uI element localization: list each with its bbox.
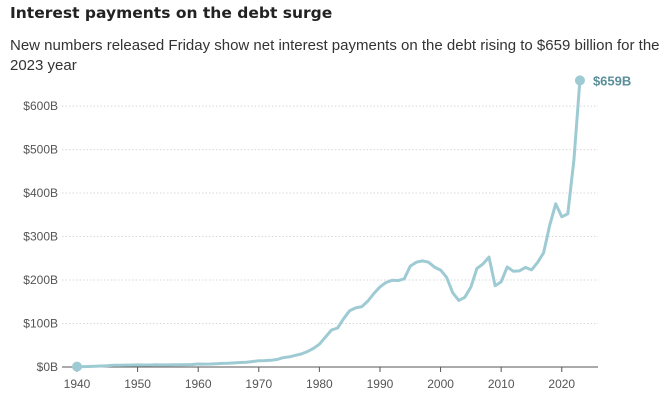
y-tick-label: $400B <box>23 186 58 200</box>
y-tick-label: $100B <box>23 317 58 331</box>
y-tick-label: $500B <box>23 143 58 157</box>
y-tick-label: $300B <box>23 230 58 244</box>
x-tick-label: 2020 <box>548 377 575 391</box>
x-tick-label: 1970 <box>245 377 272 391</box>
series-line <box>75 78 582 369</box>
x-tick-label: 1960 <box>185 377 212 391</box>
series-layer <box>72 75 585 372</box>
chart-subtitle: New numbers released Friday show net int… <box>10 37 660 74</box>
x-tick-label: 1980 <box>306 377 333 391</box>
y-axis-tick-labels: $0B $100B $200B $300B $400B $500B $600B <box>23 99 58 374</box>
x-tick-label: 2010 <box>488 377 515 391</box>
x-tick-label: 2000 <box>427 377 454 391</box>
gridlines <box>62 105 598 368</box>
x-tick-label: 1990 <box>367 377 394 391</box>
end-value-label: $659B <box>593 73 631 88</box>
y-tick-label: $0B <box>37 360 58 374</box>
x-axis: 1940 1950 1960 1970 1980 1990 2000 2010 2020 <box>64 367 575 391</box>
x-tick-label: 1950 <box>124 377 151 391</box>
end-point-marker <box>574 75 585 86</box>
y-tick-label: $600B <box>23 99 58 113</box>
y-tick-label: $200B <box>23 273 58 287</box>
x-tick-label: 1940 <box>64 377 91 391</box>
start-point-marker <box>72 361 82 372</box>
chart-title: Interest payments on the debt surge <box>10 4 333 22</box>
